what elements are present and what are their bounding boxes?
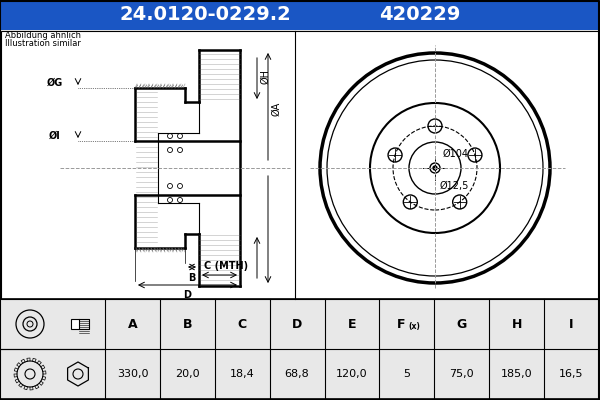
Text: Illustration similar: Illustration similar xyxy=(5,40,81,48)
Bar xyxy=(0,0,600,30)
Text: 18,4: 18,4 xyxy=(230,369,254,379)
Text: 75,0: 75,0 xyxy=(449,369,474,379)
Text: 68,8: 68,8 xyxy=(285,369,310,379)
Text: ØG: ØG xyxy=(47,78,63,88)
Text: G: G xyxy=(457,318,467,330)
Text: (x): (x) xyxy=(408,322,420,330)
Text: ØA: ØA xyxy=(271,102,281,116)
Text: 20,0: 20,0 xyxy=(175,369,200,379)
Text: B: B xyxy=(188,273,196,283)
Text: Ø12,5: Ø12,5 xyxy=(440,181,469,191)
Text: 120,0: 120,0 xyxy=(336,369,368,379)
Text: ØI: ØI xyxy=(49,131,61,141)
Text: F: F xyxy=(397,318,405,330)
Text: 420229: 420229 xyxy=(379,6,461,24)
Text: Abbildung ähnlich: Abbildung ähnlich xyxy=(5,32,81,40)
Text: E: E xyxy=(348,318,356,330)
Bar xyxy=(1,31,599,299)
Text: C: C xyxy=(238,318,247,330)
Circle shape xyxy=(433,166,437,170)
Text: H: H xyxy=(511,318,522,330)
Text: 16,5: 16,5 xyxy=(559,369,584,379)
Text: A: A xyxy=(128,318,137,330)
Text: C (MTH): C (MTH) xyxy=(204,261,248,271)
Bar xyxy=(71,319,79,329)
Text: I: I xyxy=(569,318,574,330)
Text: 5: 5 xyxy=(403,369,410,379)
Text: D: D xyxy=(292,318,302,330)
Text: 24.0120-0229.2: 24.0120-0229.2 xyxy=(119,6,291,24)
Text: D: D xyxy=(184,290,191,300)
Text: Ø104: Ø104 xyxy=(443,149,469,159)
Text: B: B xyxy=(182,318,192,330)
Text: 185,0: 185,0 xyxy=(501,369,532,379)
Text: ØH: ØH xyxy=(260,68,270,84)
Text: 330,0: 330,0 xyxy=(116,369,148,379)
